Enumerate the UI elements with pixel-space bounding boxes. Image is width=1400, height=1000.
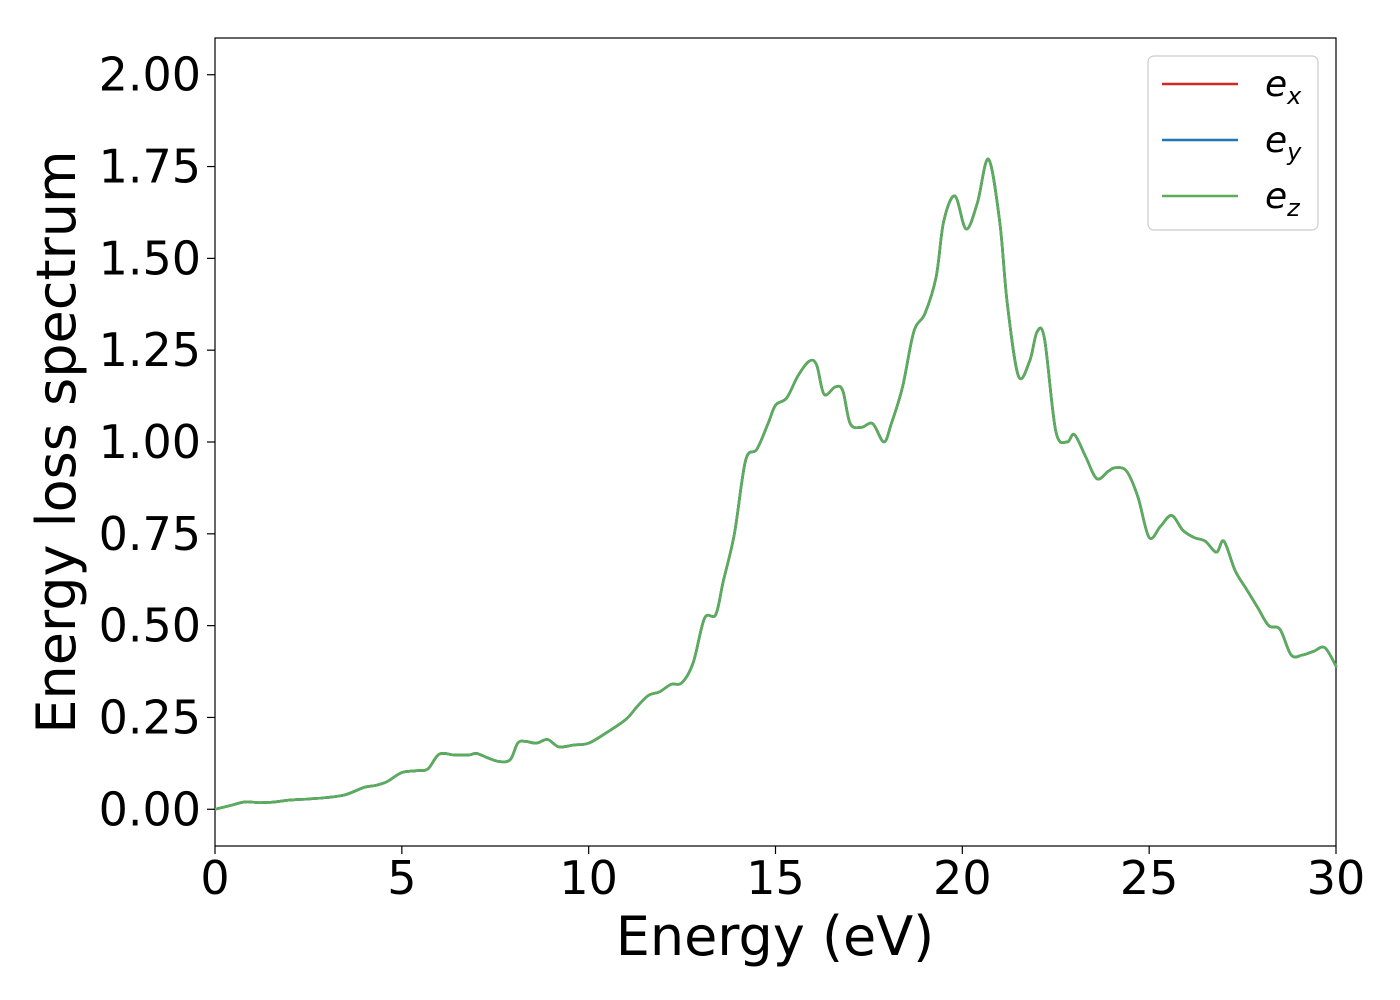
x-tick-label: 0 xyxy=(200,851,229,905)
y-tick-label: 0.00 xyxy=(99,782,201,836)
y-tick-label: 1.50 xyxy=(99,231,201,285)
x-tick-label: 20 xyxy=(933,851,992,905)
x-axis-ticks: 0 5 10 15 20 25 30 xyxy=(200,846,1365,905)
x-tick-label: 10 xyxy=(559,851,618,905)
y-tick-label: 0.25 xyxy=(99,690,201,744)
y-tick-label: 1.75 xyxy=(99,140,201,194)
x-tick-label: 25 xyxy=(1120,851,1179,905)
y-tick-label: 0.50 xyxy=(99,599,201,653)
legend-items: ex ey ez xyxy=(1162,64,1302,222)
x-axis-label: Energy (eV) xyxy=(616,905,935,968)
y-tick-label: 0.75 xyxy=(99,507,201,561)
y-tick-label: 2.00 xyxy=(99,48,201,102)
series-lines xyxy=(213,157,1338,811)
y-axis-label: Energy loss spectrum xyxy=(25,150,88,733)
y-axis-ticks: 0.00 0.25 0.50 0.75 1.00 1.25 1.50 1.75 2.00 xyxy=(99,48,215,836)
y-tick-label: 1.00 xyxy=(99,415,201,469)
x-tick-label: 15 xyxy=(746,851,805,905)
legend-label: ez xyxy=(1265,176,1301,222)
x-tick-label: 5 xyxy=(387,851,416,905)
legend-label: ex xyxy=(1265,64,1302,110)
legend-box xyxy=(1147,55,1319,231)
legend: ex ey ez xyxy=(1147,55,1319,231)
series-line-e_z xyxy=(213,157,1338,811)
legend-label: ey xyxy=(1265,120,1302,166)
y-tick-label: 1.25 xyxy=(99,323,201,377)
x-tick-label: 30 xyxy=(1307,851,1366,905)
